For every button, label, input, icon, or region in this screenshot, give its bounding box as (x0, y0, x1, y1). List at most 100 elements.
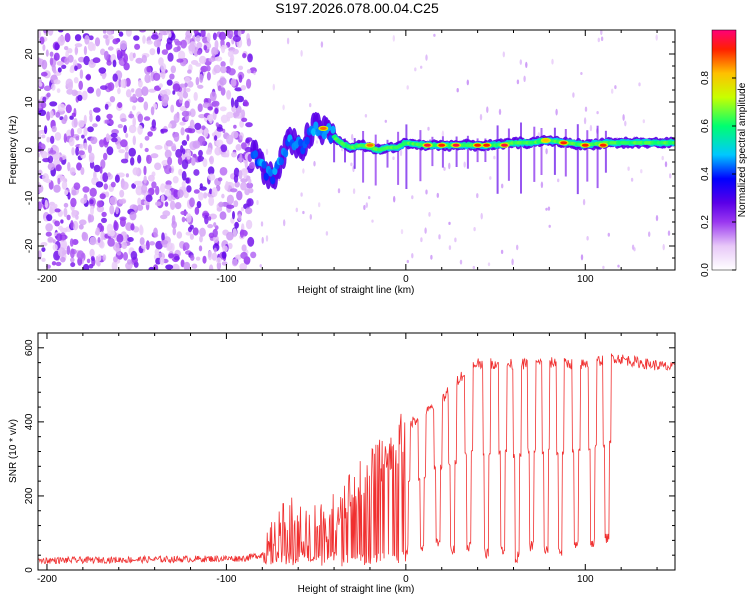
noise-speckle (171, 143, 177, 152)
sparse-speckle (572, 92, 575, 98)
noise-speckle (148, 174, 155, 182)
noise-speckle (184, 76, 191, 83)
noise-speckle (105, 133, 110, 143)
noise-speckle (144, 135, 150, 141)
noise-speckle (193, 91, 198, 101)
noise-speckle (143, 101, 149, 111)
sparse-speckle (602, 265, 605, 270)
sparse-speckle (425, 54, 428, 61)
noise-speckle (181, 140, 188, 146)
noise-speckle (57, 67, 62, 73)
spectrogram-heatmap (38, 30, 675, 270)
sparse-speckle (352, 188, 356, 195)
noise-speckle (241, 244, 247, 252)
spectral-streak (344, 138, 346, 163)
sparse-speckle (501, 183, 504, 189)
noise-speckle (227, 50, 234, 58)
noise-speckle (183, 261, 191, 270)
noise-speckle (220, 87, 226, 96)
noise-speckle (220, 114, 229, 124)
spectral-streak (586, 130, 589, 182)
noise-speckle (132, 117, 136, 127)
noise-speckle (101, 73, 106, 80)
sparse-speckle (261, 236, 264, 244)
noise-speckle (52, 244, 58, 251)
noise-speckle (90, 256, 95, 261)
noise-speckle (180, 127, 185, 136)
noise-speckle (77, 94, 83, 102)
sparse-speckle (624, 120, 627, 127)
noise-speckle (53, 52, 60, 61)
noise-speckle (214, 56, 223, 62)
noise-speckle (44, 125, 48, 135)
noise-speckle (99, 193, 106, 200)
sparse-speckle (315, 140, 319, 144)
noise-speckle (159, 256, 165, 266)
noise-speckle (112, 59, 117, 68)
band-mid (330, 125, 336, 134)
sparse-speckle (411, 195, 414, 200)
noise-speckle (167, 156, 173, 166)
noise-speckle (68, 137, 75, 147)
noise-speckle (139, 237, 145, 246)
noise-speckle (60, 256, 66, 263)
noise-speckle (89, 248, 95, 258)
noise-speckle (100, 225, 105, 232)
noise-speckle (209, 91, 217, 102)
noise-speckle (176, 231, 183, 239)
noise-speckle (185, 231, 192, 236)
noise-speckle (185, 177, 190, 184)
noise-speckle (226, 90, 232, 100)
noise-speckle (95, 115, 101, 122)
sparse-speckle (557, 178, 560, 183)
noise-speckle (182, 91, 189, 99)
sparse-speckle (393, 195, 396, 203)
noise-speckle (103, 34, 109, 39)
sparse-speckle (309, 214, 312, 220)
noise-speckle (54, 208, 61, 213)
sparse-speckle (523, 75, 526, 83)
noise-speckle (226, 30, 234, 39)
noise-speckle (209, 155, 215, 165)
noise-speckle (207, 250, 213, 261)
noise-speckle (61, 175, 66, 182)
noise-speckle (88, 35, 94, 41)
noise-speckle (186, 149, 192, 160)
noise-speckle (40, 242, 48, 247)
noise-speckle (132, 135, 136, 146)
sparse-speckle (638, 82, 641, 87)
noise-speckle (232, 211, 235, 220)
noise-speckle (194, 206, 200, 215)
noise-speckle (77, 119, 85, 128)
spectral-streak (455, 136, 458, 167)
sparse-speckle (662, 243, 665, 251)
sparse-speckle (406, 259, 409, 264)
noise-speckle (179, 93, 183, 100)
sparse-speckle (399, 149, 403, 157)
noise-speckle (84, 35, 90, 45)
noise-speckle (244, 257, 251, 262)
noise-speckle (186, 213, 192, 223)
band-mid (278, 157, 284, 166)
peak-mark (424, 143, 431, 147)
noise-speckle (173, 38, 180, 44)
sparse-speckle (586, 236, 589, 241)
noise-speckle (236, 95, 244, 103)
noise-speckle (186, 185, 192, 193)
noise-speckle (195, 62, 202, 67)
noise-speckle (234, 221, 239, 229)
noise-speckle (136, 204, 144, 211)
x-tick-label: -200 (37, 574, 57, 585)
noise-speckle (148, 88, 157, 93)
noise-speckle (106, 60, 112, 66)
noise-speckle (81, 90, 88, 101)
y-tick-label: 200 (24, 487, 35, 504)
noise-speckle (42, 44, 46, 51)
band-mid (311, 128, 317, 137)
noise-speckle (151, 181, 157, 189)
noise-speckle (237, 30, 242, 37)
noise-speckle (239, 120, 245, 128)
noise-speckle (70, 128, 75, 138)
noise-speckle (100, 85, 108, 90)
noise-speckle (45, 223, 53, 232)
